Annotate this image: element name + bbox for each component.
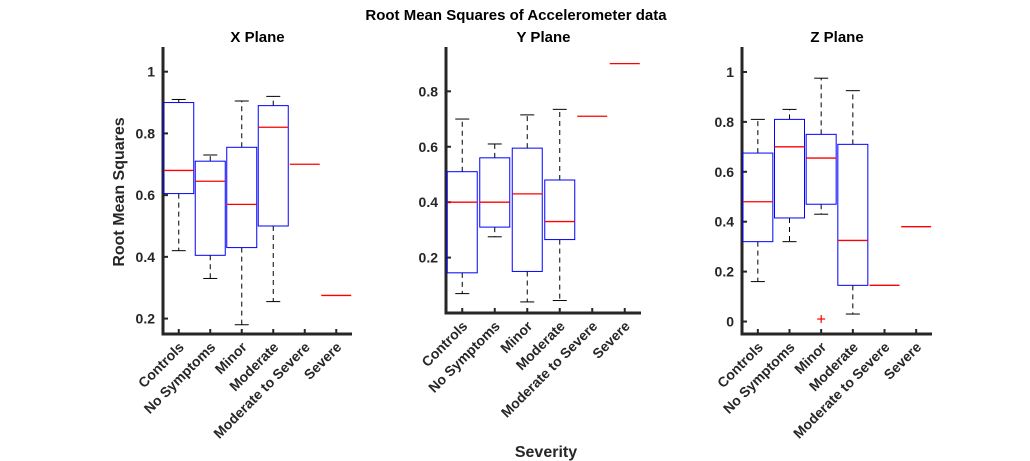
box-iqr xyxy=(805,133,837,205)
box-iqr xyxy=(226,146,258,249)
box-iqr xyxy=(774,118,805,219)
y-tick-label: 0.6 xyxy=(136,187,156,203)
y-tick-label: 0.2 xyxy=(419,250,439,266)
box-iqr xyxy=(446,171,478,274)
y-tick-label: 0.8 xyxy=(136,125,156,141)
box-iqr xyxy=(194,160,226,256)
y-tick-label: 0.4 xyxy=(419,194,439,210)
y-tick-label: 0.8 xyxy=(419,83,439,99)
y-tick-label: 0.4 xyxy=(136,249,156,265)
box-iqr xyxy=(742,152,774,243)
y-tick-label: 1 xyxy=(147,64,155,80)
outlier-marker xyxy=(817,315,826,324)
x-axis-label: Severity xyxy=(515,444,577,461)
y-tick-label: 0.6 xyxy=(715,164,735,180)
box-iqr xyxy=(257,105,289,227)
y-tick-label: 0 xyxy=(726,314,734,330)
category-label: Severe xyxy=(589,318,633,362)
y-tick-label: 0.2 xyxy=(715,264,735,280)
figure-title: Root Mean Squares of Accelerometer data xyxy=(365,7,667,24)
box-iqr xyxy=(511,147,543,272)
box-iqr xyxy=(163,102,195,195)
y-tick-label: 0.2 xyxy=(136,311,156,327)
y-axis-label: Root Mean Squares xyxy=(111,117,128,266)
box-iqr xyxy=(479,157,511,228)
y-tick-label: 0.6 xyxy=(419,139,439,155)
y-tick-label: 0.8 xyxy=(715,114,735,130)
y-tick-label: 1 xyxy=(726,64,734,80)
subplot-title: Y Plane xyxy=(517,29,571,46)
y-tick-label: 0.4 xyxy=(715,214,735,230)
box-iqr xyxy=(837,143,869,286)
subplot-title: Z Plane xyxy=(810,29,863,46)
subplot-title: X Plane xyxy=(230,29,284,46)
box-iqr xyxy=(544,179,576,241)
